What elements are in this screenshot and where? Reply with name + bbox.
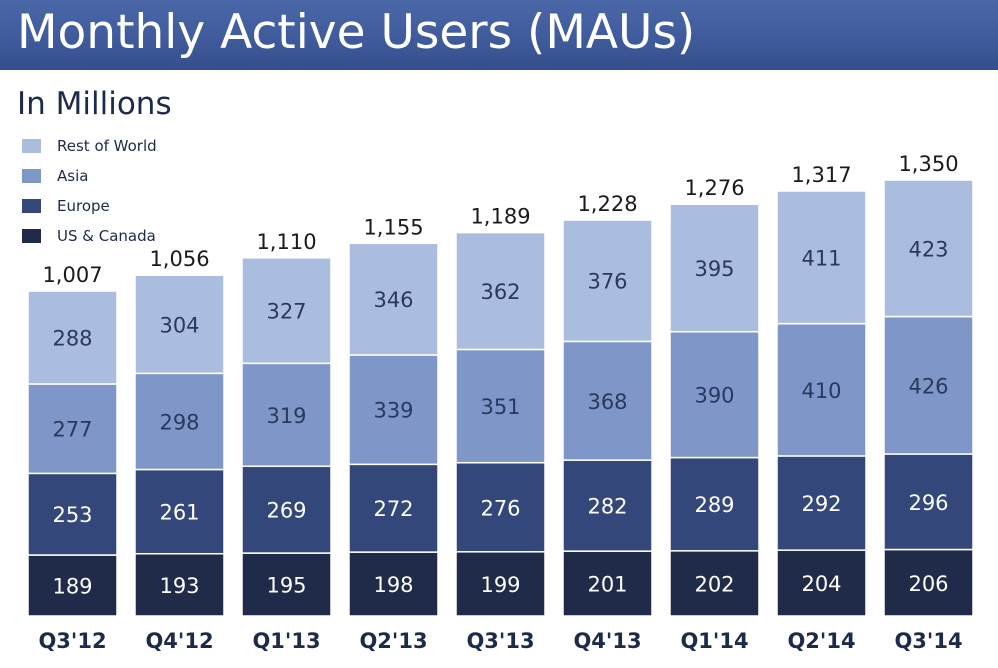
legend-swatch: [22, 199, 41, 213]
data-label-rest-of-world: 288: [52, 327, 92, 351]
data-label-asia: 410: [801, 379, 841, 403]
bar-segment-europe: [562, 459, 653, 552]
data-label-rest-of-world: 346: [373, 288, 413, 312]
bars-layer: [27, 179, 974, 617]
data-label-us-canada: 189: [52, 575, 92, 599]
legend-label: Rest of World: [57, 137, 157, 155]
data-label-rest-of-world: 327: [266, 300, 306, 324]
bar-segment-europe: [348, 463, 439, 553]
bar-segment-us-canada: [669, 550, 760, 617]
page-title: Monthly Active Users (MAUs): [17, 5, 696, 60]
data-label-us-canada: 202: [694, 572, 734, 596]
bar-total-label: 1,007: [42, 263, 102, 287]
bar-total-label: 1,056: [149, 247, 209, 271]
bar-total-label: 1,317: [791, 163, 851, 187]
bar-segment-europe: [27, 472, 118, 556]
data-label-asia: 298: [159, 410, 199, 434]
data-label-rest-of-world: 411: [801, 246, 841, 270]
data-label-europe: 292: [801, 492, 841, 516]
bar-segment-us-canada: [27, 554, 118, 617]
data-label-rest-of-world: 304: [159, 313, 199, 337]
bar-segment-europe: [883, 453, 974, 551]
legend-swatch: [22, 229, 41, 243]
x-tick-label: Q2'14: [787, 629, 855, 653]
bar-segment-rest-of-world: [241, 257, 332, 365]
data-label-europe: 269: [266, 499, 306, 523]
data-label-us-canada: 195: [266, 574, 306, 598]
data-label-us-canada: 201: [587, 573, 627, 597]
bar-segment-europe: [455, 461, 546, 553]
bar-segment-us-canada: [776, 549, 867, 617]
x-tick-label: Q1'14: [680, 629, 748, 653]
bar-segment-asia: [883, 315, 974, 455]
x-tick-label: Q4'13: [573, 629, 641, 653]
data-label-us-canada: 198: [373, 573, 413, 597]
bar-total-label: 1,276: [684, 176, 744, 200]
data-label-us-canada: 206: [908, 572, 948, 596]
legend-label: Europe: [57, 197, 110, 215]
x-tick-label: Q1'13: [252, 629, 320, 653]
x-tick-label: Q3'14: [894, 629, 962, 653]
title-bar: Monthly Active Users (MAUs): [0, 0, 998, 70]
legend-swatch: [22, 169, 41, 183]
data-label-europe: 289: [694, 493, 734, 517]
bar-segment-asia: [669, 330, 760, 459]
bar-segment-us-canada: [455, 551, 546, 617]
bar-segment-rest-of-world: [669, 203, 760, 333]
bar-segment-europe: [134, 468, 225, 555]
bar-segment-asia: [776, 322, 867, 457]
data-label-europe: 261: [159, 501, 199, 525]
bar-segment-us-canada: [241, 552, 332, 617]
bar-segment-europe: [241, 465, 332, 554]
x-tick-label: Q4'12: [145, 629, 213, 653]
bar-total-label: 1,228: [577, 192, 637, 216]
data-label-us-canada: 199: [480, 573, 520, 597]
bar-segment-asia: [348, 354, 439, 466]
bar-total-label: 1,350: [898, 152, 958, 176]
bar-segment-rest-of-world: [883, 179, 974, 318]
bar-total-label: 1,189: [470, 205, 530, 229]
data-label-asia: 319: [266, 404, 306, 428]
legend-label: US & Canada: [57, 227, 156, 245]
data-label-europe: 276: [480, 496, 520, 520]
bar-segment-rest-of-world: [27, 290, 118, 385]
labels-layer: 189 253 277 288 1,007 Q3'12 193 261 298 304 1,056 Q…: [38, 152, 962, 653]
bar-segment-rest-of-world: [455, 231, 546, 351]
bar-total-label: 1,110: [256, 230, 316, 254]
bar-segment-asia: [455, 348, 546, 464]
bar-segment-rest-of-world: [776, 190, 867, 325]
data-label-asia: 339: [373, 399, 413, 423]
data-label-asia: 277: [52, 418, 92, 442]
chart-subtitle: In Millions: [17, 86, 172, 122]
data-label-rest-of-world: 362: [480, 280, 520, 304]
bar-segment-europe: [669, 456, 760, 552]
bar-total-label: 1,155: [363, 215, 423, 239]
data-label-europe: 272: [373, 497, 413, 521]
bar-segment-us-canada: [562, 550, 653, 617]
data-label-us-canada: 204: [801, 572, 841, 596]
bar-segment-rest-of-world: [134, 274, 225, 375]
data-label-europe: 253: [52, 503, 92, 527]
data-label-europe: 282: [587, 495, 627, 519]
bar-segment-asia: [562, 340, 653, 461]
legend-label: Asia: [57, 167, 89, 185]
data-label-asia: 368: [587, 390, 627, 414]
bar-segment-rest-of-world: [348, 242, 439, 356]
data-label-us-canada: 193: [159, 574, 199, 598]
data-label-rest-of-world: 395: [694, 257, 734, 281]
data-label-asia: 426: [908, 374, 948, 398]
data-label-europe: 296: [908, 491, 948, 515]
bar-segment-rest-of-world: [562, 219, 653, 343]
data-label-rest-of-world: 376: [587, 270, 627, 294]
legend-swatch: [22, 139, 41, 153]
bar-segment-us-canada: [883, 548, 974, 617]
x-tick-label: Q3'12: [38, 629, 106, 653]
x-tick-label: Q2'13: [359, 629, 427, 653]
data-label-asia: 351: [480, 395, 520, 419]
data-label-rest-of-world: 423: [908, 237, 948, 261]
x-tick-label: Q3'13: [466, 629, 534, 653]
data-label-asia: 390: [694, 384, 734, 408]
